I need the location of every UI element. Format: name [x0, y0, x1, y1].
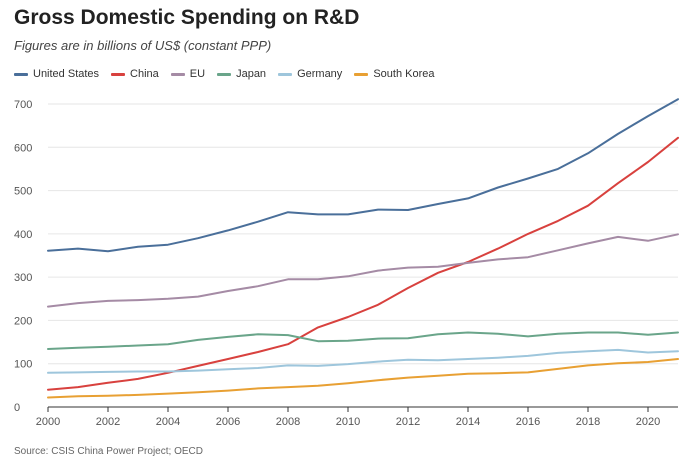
x-tick-label: 2018 — [576, 416, 600, 428]
x-axis-ticks: 2000 2002 2004 2006 2008 2010 2012 2014 2016 2018… — [36, 407, 660, 428]
legend-item-south-korea[interactable]: South Korea — [354, 68, 434, 80]
y-tick-label: 200 — [14, 315, 32, 327]
source-note: Source: CSIS China Power Project; OECD — [14, 446, 203, 457]
x-tick-label: 2014 — [456, 416, 480, 428]
y-tick-label: 500 — [14, 186, 32, 198]
x-tick-label: 2000 — [36, 416, 60, 428]
legend-swatch — [14, 72, 28, 76]
legend-item-japan[interactable]: Japan — [217, 68, 266, 80]
x-tick-label: 2008 — [276, 416, 300, 428]
y-axis-ticks: 0 100 200 300 400 500 600 700 — [14, 99, 32, 414]
series-line-china[interactable] — [47, 136, 679, 391]
x-tick-label: 2006 — [216, 416, 240, 428]
legend-item-china[interactable]: China — [111, 68, 159, 80]
series-line-germany[interactable] — [47, 348, 679, 374]
series-line-japan[interactable] — [47, 331, 679, 350]
legend-item-germany[interactable]: Germany — [278, 68, 342, 80]
legend: United States China EU Japan Germany Sou… — [14, 68, 446, 80]
legend-swatch — [278, 72, 293, 76]
legend-swatch — [111, 72, 126, 76]
y-tick-label: 100 — [14, 359, 32, 371]
series-line-eu[interactable] — [47, 233, 679, 308]
x-tick-label: 2004 — [156, 416, 180, 428]
y-tick-label: 400 — [14, 229, 32, 241]
legend-label: China — [130, 68, 159, 80]
y-tick-label: 300 — [14, 272, 32, 284]
series-line-south-korea[interactable] — [47, 358, 679, 399]
legend-label: United States — [33, 68, 100, 80]
x-tick-label: 2016 — [516, 416, 540, 428]
chart-title: Gross Domestic Spending on R&D — [14, 6, 360, 29]
series-lines — [47, 98, 679, 399]
x-tick-label: 2020 — [636, 416, 660, 428]
legend-label: EU — [189, 68, 206, 80]
series-line-united-states[interactable] — [47, 98, 679, 253]
legend-swatch — [170, 72, 185, 76]
y-tick-label: 0 — [14, 402, 20, 414]
x-tick-label: 2002 — [96, 416, 120, 428]
x-tick-label: 2010 — [336, 416, 360, 428]
y-tick-label: 700 — [14, 99, 32, 111]
legend-item-eu[interactable]: EU — [170, 68, 206, 80]
legend-swatch — [354, 72, 369, 76]
chart-subtitle: Figures are in billions of US$ (constant… — [14, 38, 272, 53]
y-tick-label: 600 — [14, 142, 32, 154]
legend-item-united-states[interactable]: United States — [14, 68, 99, 80]
x-tick-label: 2012 — [396, 416, 420, 428]
gridlines — [48, 103, 678, 408]
legend-label: Germany — [297, 68, 343, 80]
legend-swatch — [217, 72, 232, 76]
legend-label: Japan — [236, 68, 267, 80]
legend-label: South Korea — [373, 68, 435, 80]
